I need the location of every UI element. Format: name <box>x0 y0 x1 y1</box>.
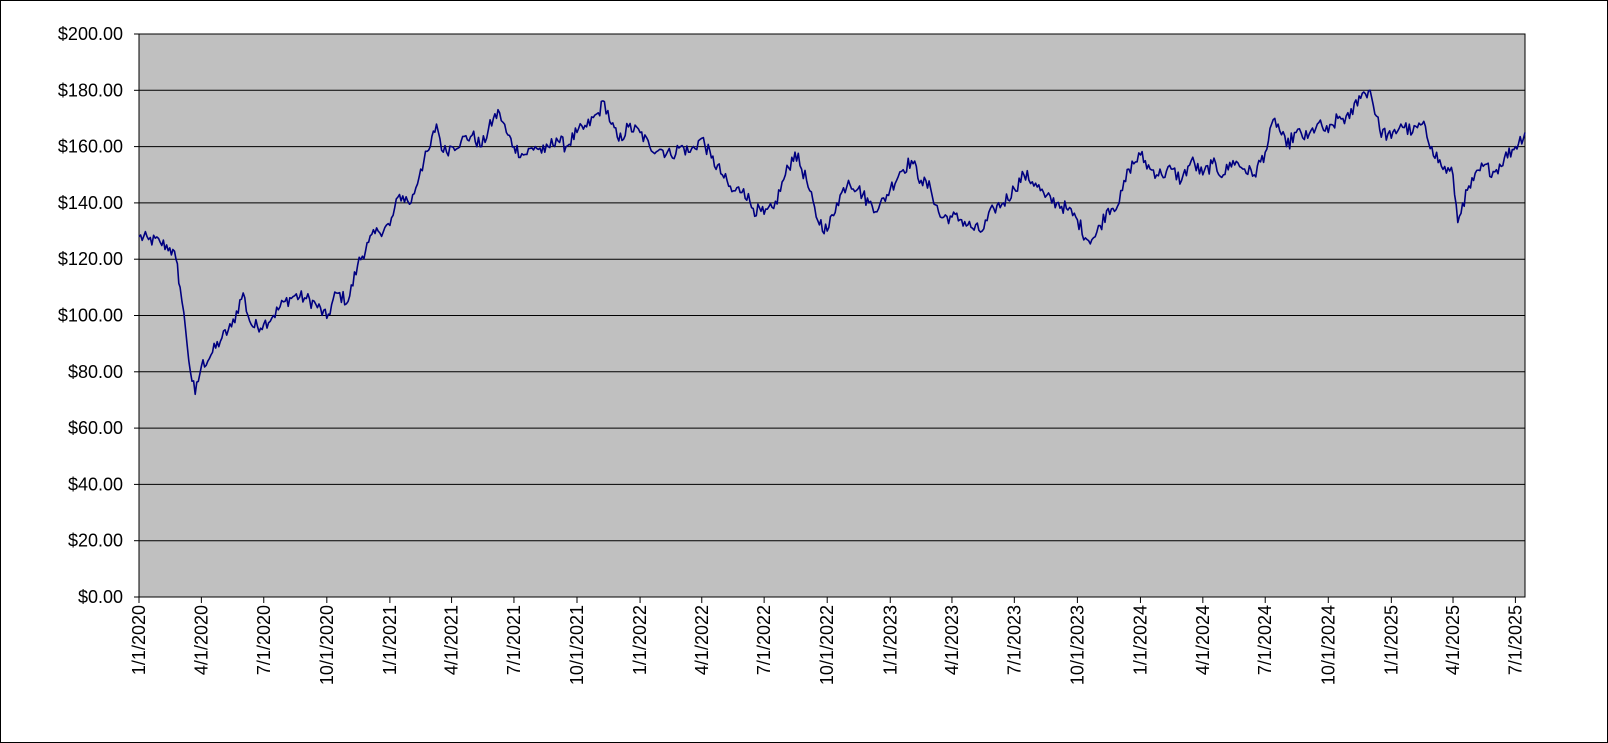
x-tick-label: 1/1/2023 <box>880 605 900 675</box>
gridlines <box>139 89 1525 542</box>
x-tick-label: 1/1/2024 <box>1130 605 1150 675</box>
x-tick-label: 7/1/2022 <box>754 605 774 675</box>
x-tick-label: 1/1/2025 <box>1381 605 1401 675</box>
x-tick-label: 10/1/2023 <box>1067 605 1087 685</box>
x-tick-label: 4/1/2021 <box>442 605 462 675</box>
x-tick-label: 10/1/2021 <box>567 605 587 685</box>
x-tick-label: 7/1/2024 <box>1255 605 1275 675</box>
x-tick-label: 4/1/2024 <box>1193 605 1213 675</box>
x-tick-label: 7/1/2023 <box>1004 605 1024 675</box>
x-tick-label: 4/1/2020 <box>191 605 211 675</box>
x-tick-label: 4/1/2022 <box>692 605 712 675</box>
x-tick-label: 7/1/2020 <box>254 605 274 675</box>
y-tick-label: $20.00 <box>68 531 123 551</box>
y-tick-label: $80.00 <box>68 362 123 382</box>
y-tick-label: $160.00 <box>58 137 123 157</box>
x-tick-label: 10/1/2024 <box>1318 605 1338 685</box>
y-tick-label: $60.00 <box>68 418 123 438</box>
y-tick-label: $40.00 <box>68 474 123 494</box>
x-tick-label: 1/1/2022 <box>630 605 650 675</box>
x-tick-label: 4/1/2025 <box>1443 605 1463 675</box>
x-tick-label: 1/1/2021 <box>380 605 400 675</box>
x-tick-label: 10/1/2022 <box>817 605 837 685</box>
y-tick-label: $120.00 <box>58 249 123 269</box>
x-tick-label: 4/1/2023 <box>942 605 962 675</box>
series-line-0 <box>138 89 1526 396</box>
y-axis-ticks: $0.00 $20.00 $40.00 $60.00 $80.00 $100.00 $120… <box>58 24 139 607</box>
y-tick-label: $100.00 <box>58 306 123 326</box>
y-tick-label: $140.00 <box>58 193 123 213</box>
series-group <box>138 89 1526 396</box>
x-tick-label: 10/1/2020 <box>317 605 337 685</box>
y-tick-label: $0.00 <box>78 587 123 607</box>
x-tick-label: 7/1/2021 <box>504 605 524 675</box>
y-tick-label: $180.00 <box>58 80 123 100</box>
x-axis-ticks: 1/1/2020 4/1/2020 7/1/2020 10/1/2020 1/1/202… <box>129 597 1525 685</box>
x-tick-label: 7/1/2025 <box>1505 605 1525 675</box>
x-tick-label: 1/1/2020 <box>129 605 149 675</box>
y-tick-label: $200.00 <box>58 24 123 44</box>
